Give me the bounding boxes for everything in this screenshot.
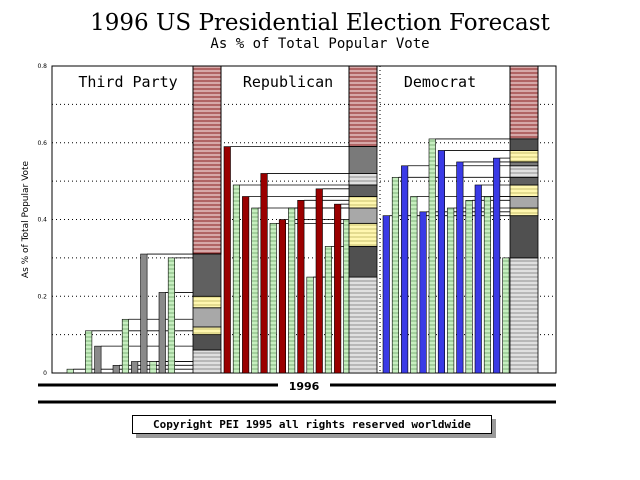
chart-title: 1996 US Presidential Election Forecast <box>90 10 550 36</box>
stack-segment <box>509 207 539 217</box>
y-axis-label: As % of Total Popular Vote <box>21 160 31 278</box>
stack-segment <box>348 196 378 209</box>
plot-area: 0 0.2 0.4 0.6 0.8 As % of Total Popular Vote T… <box>21 63 557 404</box>
stack-segment <box>192 334 222 351</box>
stack-top-segment <box>348 65 378 148</box>
stack-segment <box>192 307 222 328</box>
bar <box>269 223 277 374</box>
stack-segment <box>348 222 378 247</box>
bar <box>85 330 93 374</box>
bar <box>66 368 74 374</box>
bar <box>112 365 120 374</box>
bar <box>456 161 464 374</box>
stack-segment <box>192 295 222 309</box>
bar <box>242 196 250 374</box>
stack-segment <box>509 196 539 209</box>
bar <box>315 188 323 374</box>
bar <box>140 253 148 374</box>
bar <box>223 146 231 374</box>
bar <box>334 203 342 374</box>
group-label: Republican <box>243 73 333 91</box>
y-tick-label: 0.8 <box>37 63 47 70</box>
bar <box>324 246 333 374</box>
stack-segment <box>348 245 378 278</box>
stack-segment <box>509 215 539 259</box>
bar <box>437 150 446 374</box>
bar <box>447 207 455 374</box>
bar <box>167 257 175 374</box>
y-tick-label: 0 <box>43 370 47 377</box>
stack-segment <box>348 207 378 224</box>
stack-segment <box>348 146 378 174</box>
stack-segment <box>192 326 222 336</box>
stack-segment <box>192 349 222 374</box>
bar <box>158 292 166 374</box>
stack-segment <box>509 257 539 374</box>
stack-segment <box>509 161 539 167</box>
group-label: Democrat <box>404 73 476 91</box>
bar <box>483 196 492 374</box>
bar <box>121 318 129 374</box>
group-label: Third Party <box>78 73 177 91</box>
stack-segment <box>192 253 222 297</box>
bar <box>474 184 482 374</box>
copyright-notice: Copyright PEI 1995 all rights reserved w… <box>132 415 492 434</box>
stack-top-segment <box>192 65 222 255</box>
stack-top-segment <box>509 65 539 140</box>
y-tick-label: 0.2 <box>37 293 47 300</box>
x-axis-label: 1996 <box>289 380 320 393</box>
stack-segment <box>509 184 539 197</box>
bar <box>131 361 139 374</box>
bar <box>465 200 473 374</box>
bar <box>428 138 436 374</box>
y-tick-label: 0.4 <box>37 217 47 224</box>
stack-segment <box>348 173 378 186</box>
bar <box>391 176 400 374</box>
bar <box>401 165 409 374</box>
stack-segment <box>348 276 378 374</box>
bar <box>502 257 510 374</box>
bar <box>149 361 157 374</box>
bar <box>382 215 390 374</box>
bar <box>306 276 314 374</box>
bar <box>251 207 259 374</box>
bar <box>410 196 418 374</box>
stack-segment <box>509 165 539 178</box>
bar <box>94 345 102 374</box>
bar <box>260 173 268 374</box>
bar <box>288 207 296 374</box>
y-tick-label: 0.6 <box>37 140 47 147</box>
stack-segment <box>509 138 539 151</box>
stack-segment <box>509 176 539 186</box>
bar <box>297 200 305 374</box>
stack-segment <box>509 150 539 163</box>
bar <box>278 219 287 374</box>
bar <box>493 157 501 374</box>
chart-subtitle: As % of Total Popular Vote <box>210 36 430 52</box>
bar <box>232 184 240 374</box>
bar <box>419 211 427 374</box>
stack-segment <box>348 184 378 197</box>
